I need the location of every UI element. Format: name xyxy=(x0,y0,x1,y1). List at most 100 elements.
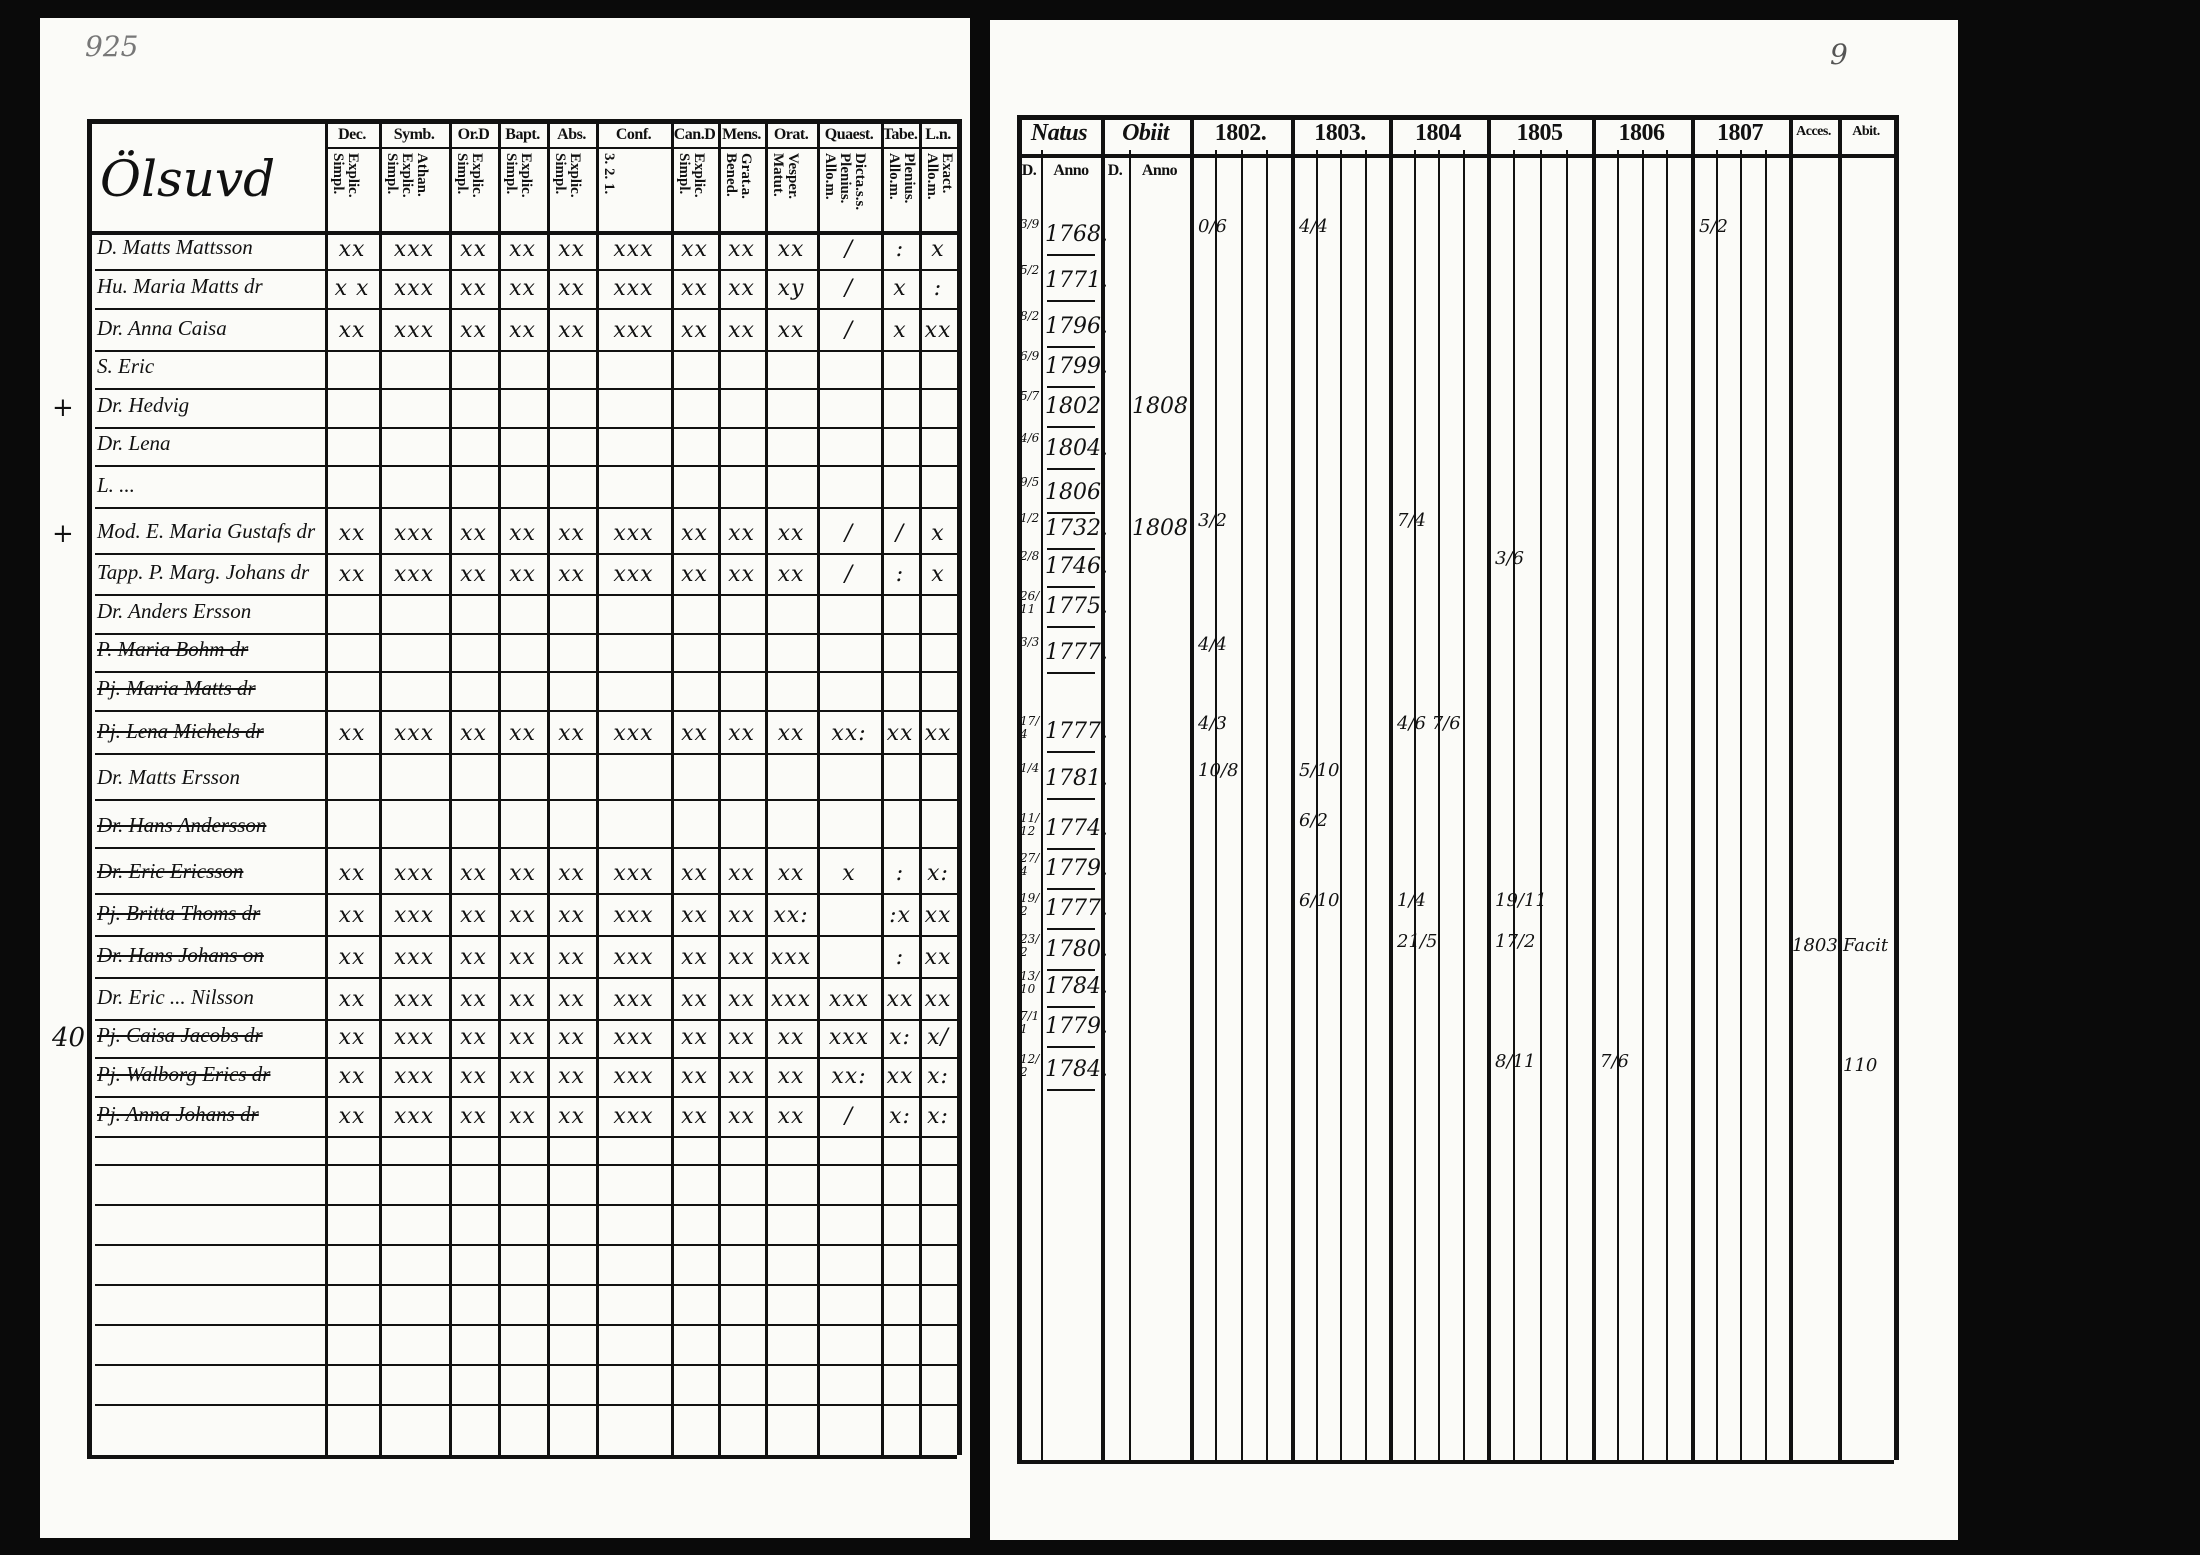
margin-note: + xyxy=(52,393,74,423)
year-header: 1802. xyxy=(1214,120,1267,146)
exam-mark: xx xyxy=(728,903,755,928)
exam-mark: x: xyxy=(889,1104,911,1129)
exam-mark: xx xyxy=(558,276,585,301)
exam-mark: xx xyxy=(460,1064,487,1089)
exam-mark: x xyxy=(931,521,945,546)
table-bottom-border xyxy=(1017,1460,1894,1464)
person-name: Dr. Hans Andersson xyxy=(97,813,267,837)
exam-mark: xx xyxy=(460,945,487,970)
exam-mark: xx: xyxy=(773,903,809,928)
row-rule xyxy=(95,553,957,555)
exam-date-note: 5/10 xyxy=(1299,760,1340,781)
column-subheader: Explic. Simpl. xyxy=(552,153,583,198)
exam-mark: xx xyxy=(558,903,585,928)
subcolumn-divider xyxy=(1463,150,1465,1460)
exam-mark: xx xyxy=(460,318,487,343)
exam-mark: xx xyxy=(777,237,805,262)
column-subheader: Explic. Simpl. xyxy=(503,153,534,198)
exam-mark: xxx xyxy=(828,1025,870,1050)
person-name: Hu. Maria Matts dr xyxy=(97,274,263,298)
exam-date-note: 4/6 7/6 xyxy=(1397,713,1461,734)
row-rule xyxy=(95,388,957,390)
table-bottom-border xyxy=(87,1455,957,1459)
birth-day: 12/2 xyxy=(1020,1052,1040,1079)
year-header: 1805 xyxy=(1516,120,1564,146)
subcolumn-divider xyxy=(1765,150,1767,1460)
exam-mark: xxx xyxy=(613,721,654,746)
birth-year: 1781. xyxy=(1045,766,1108,791)
column-subheader: Explic. Simpl. xyxy=(676,153,707,198)
birth-day: 13/10 xyxy=(1020,969,1040,996)
column-header: Bapt. xyxy=(505,126,540,143)
exam-mark: xxx xyxy=(393,276,435,301)
column-divider xyxy=(1789,115,1793,1460)
birth-day: 19/2 xyxy=(1020,891,1040,918)
column-divider xyxy=(547,119,550,1455)
column-header: Or.D xyxy=(457,126,490,143)
row-rule xyxy=(95,427,957,429)
acces-value: 1803 xyxy=(1792,935,1838,956)
exam-mark: xxx xyxy=(770,987,812,1012)
exam-mark: / xyxy=(844,237,854,262)
row-rule xyxy=(95,507,957,509)
left-page-number: 925 xyxy=(85,30,139,63)
exam-mark: x xyxy=(931,562,945,587)
row-rule xyxy=(1047,468,1095,470)
row-rule xyxy=(95,1284,957,1286)
exam-mark: xx xyxy=(338,721,366,746)
birth-day: 26/11 xyxy=(1020,589,1040,616)
row-rule xyxy=(95,633,957,635)
column-divider xyxy=(765,119,768,1455)
birth-day: 4/6 xyxy=(1020,431,1040,445)
row-rule xyxy=(1047,798,1095,800)
exam-mark: xx xyxy=(338,945,366,970)
exam-mark: xx xyxy=(728,562,755,587)
column-divider xyxy=(1487,115,1491,1460)
exam-mark: x xyxy=(893,276,907,301)
exam-mark: xx xyxy=(681,721,708,746)
exam-mark: xx xyxy=(338,562,366,587)
exam-mark: xx xyxy=(460,562,487,587)
exam-mark: xxx xyxy=(828,987,870,1012)
table-top-border xyxy=(87,119,957,124)
exam-mark: xx xyxy=(509,945,536,970)
exam-mark: xx xyxy=(681,987,708,1012)
subcolumn-divider xyxy=(1414,150,1416,1460)
row-rule xyxy=(95,308,957,310)
column-divider xyxy=(379,119,382,1455)
exam-mark: : xyxy=(895,861,905,886)
column-subheader: Plenius. Allo.m. xyxy=(886,153,917,204)
exam-mark: xx xyxy=(558,318,585,343)
person-name: Dr. Anna Caisa xyxy=(97,316,227,340)
exam-mark: xxx xyxy=(613,521,654,546)
exam-mark: xxx xyxy=(613,318,654,343)
exam-date-note: 17/2 xyxy=(1495,931,1536,952)
exam-mark: xxx xyxy=(613,562,654,587)
birth-year: 1804. xyxy=(1045,436,1108,461)
exam-mark: xx xyxy=(558,987,585,1012)
natus-year-header: Anno xyxy=(1053,162,1089,179)
person-name: S. Eric xyxy=(97,354,155,378)
exam-date-note: 6/2 xyxy=(1299,810,1328,831)
exam-mark: xx xyxy=(460,237,487,262)
exam-mark: xxx xyxy=(393,721,435,746)
exam-mark: xx xyxy=(509,318,536,343)
birth-year: 1771. xyxy=(1045,268,1108,293)
column-divider xyxy=(449,119,452,1455)
birth-day: 7/11 xyxy=(1020,1009,1040,1036)
birth-day: 17/4 xyxy=(1020,714,1040,741)
row-rule xyxy=(95,935,957,937)
row-rule xyxy=(1047,346,1095,348)
birth-day: 3/9 xyxy=(1020,217,1040,231)
birth-year: 1777. xyxy=(1045,896,1108,921)
row-rule xyxy=(95,893,957,895)
row-rule xyxy=(1047,969,1095,971)
exam-mark: xx xyxy=(681,1104,708,1129)
row-rule xyxy=(95,1364,957,1366)
exam-date-note: 8/11 xyxy=(1495,1051,1536,1072)
exam-date-note: 6/10 xyxy=(1299,890,1340,911)
subcolumn-divider xyxy=(1241,150,1243,1460)
exam-mark: xx xyxy=(777,861,805,886)
exam-mark: xx xyxy=(509,903,536,928)
